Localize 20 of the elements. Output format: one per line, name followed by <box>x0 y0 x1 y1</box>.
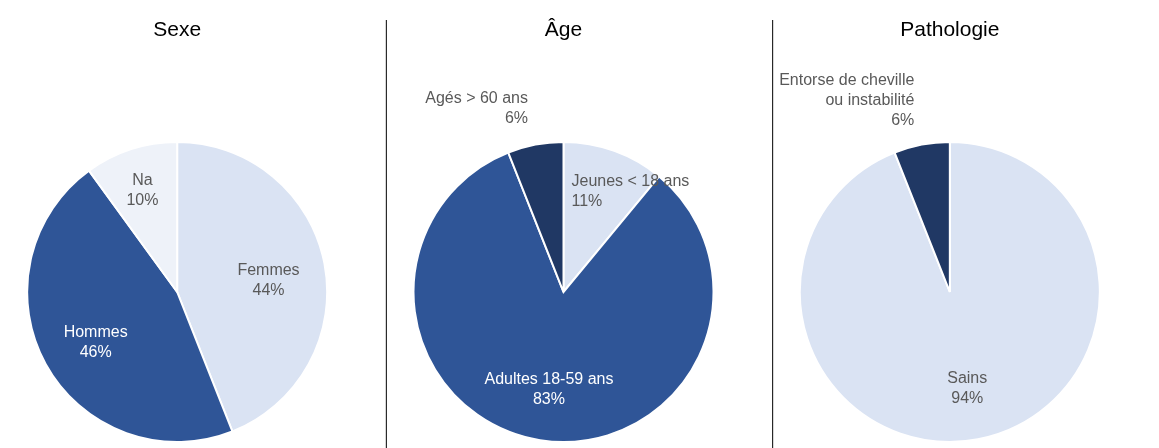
slice-label: Na <box>132 171 153 189</box>
data-label: 11% <box>571 192 603 210</box>
slice-label: Hommes <box>63 322 128 340</box>
data-label: 44% <box>252 280 285 298</box>
slice-label: Jeunes < 18 ans <box>571 172 690 190</box>
slice-label: Femmes <box>237 260 300 278</box>
data-label: 46% <box>79 342 112 360</box>
chart-title: Âge <box>544 17 583 40</box>
chart-title: Pathologie <box>900 17 1000 40</box>
slice-label: Entorse de cheville ou instabilité <box>779 70 915 108</box>
data-label: 10% <box>126 191 159 209</box>
data-label: 94% <box>951 389 984 407</box>
data-label: 83% <box>532 389 565 407</box>
pie-slice <box>798 141 1101 443</box>
data-label: 6% <box>504 108 529 126</box>
slice-label: Sains <box>947 369 988 387</box>
slice-label: Adultes 18-59 ans <box>484 369 614 387</box>
chart-title: Sexe <box>153 17 202 40</box>
data-label: 6% <box>891 110 915 128</box>
slice-label: Agés > 60 ans <box>425 88 529 106</box>
